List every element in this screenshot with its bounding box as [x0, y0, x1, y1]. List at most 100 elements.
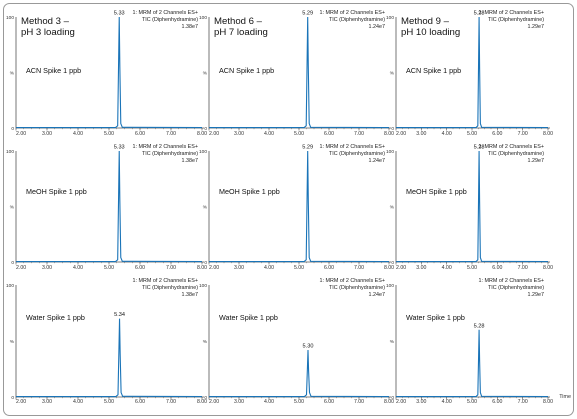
- x-tick-label: 2.00: [396, 399, 406, 405]
- sample-label: ACN Spike 1 ppb: [219, 66, 274, 75]
- x-tick-label: 6.00: [492, 131, 502, 137]
- y-tick-label: 100: [386, 149, 394, 155]
- x-tick-label: 3.00: [42, 265, 52, 271]
- trace-line: [16, 16, 203, 129]
- x-tick-label: 2.00: [16, 265, 26, 271]
- x-tick-label: 3.00: [416, 399, 426, 405]
- x-tick-label: 8.00: [197, 131, 207, 137]
- x-tick-label: 8.00: [543, 131, 553, 137]
- channel-info: 1: MRM of 2 Channels ES+: [320, 10, 385, 16]
- chromatogram-panel: 100%02.00 3.00 4.00 5.00 6.00 7.00 8.005.29 1: …: [199, 144, 394, 271]
- channel-info: 1: MRM of 2 Channels ES+: [320, 144, 385, 150]
- x-tick-label: 8.00: [197, 265, 207, 271]
- y-tick-label: %: [390, 71, 395, 77]
- chromatogram-panel: 100%02.00 3.00 4.00 5.00 6.00 7.00 8.005.33 1: …: [6, 10, 207, 137]
- trace-line: [209, 16, 390, 129]
- peak-label: 5.34: [114, 312, 125, 318]
- x-tick-label: 5.00: [467, 131, 477, 137]
- x-tick-label: 2.00: [209, 131, 219, 137]
- x-tick-label: 6.00: [135, 265, 145, 271]
- sample-label: ACN Spike 1 ppb: [406, 66, 461, 75]
- chromatogram-panel: 100%02.00 3.00 4.00 5.00 6.00 7.00 8.005.341: …: [6, 278, 207, 405]
- channel-info: 1: MRM of 2 Channels ES+: [479, 144, 544, 150]
- y-tick-label: %: [10, 205, 15, 211]
- tic-info: TIC (Diphenhydramine): [488, 17, 544, 23]
- intensity-info: 1.29e7: [528, 24, 545, 30]
- y-tick-label: 0: [204, 395, 207, 401]
- x-axis-title: Time: [559, 394, 571, 400]
- x-tick-label: 3.00: [42, 131, 52, 137]
- x-tick-label: 4.00: [73, 399, 83, 405]
- x-tick-label: 3.00: [234, 265, 244, 271]
- y-tick-label: 0: [204, 126, 207, 132]
- channel-info: 1: MRM of 2 Channels ES+: [320, 278, 385, 284]
- x-tick-label: 6.00: [324, 399, 334, 405]
- peak-label: 5.29: [302, 11, 313, 17]
- channel-info: 1: MRM of 2 Channels ES+: [479, 278, 544, 284]
- trace-line: [209, 349, 390, 398]
- peak-label: 5.33: [114, 145, 125, 151]
- y-tick-label: %: [203, 205, 208, 211]
- x-tick-label: 6.00: [135, 399, 145, 405]
- tic-info: TIC (Diphenhydramine): [488, 285, 544, 291]
- peak-label: 5.29: [302, 145, 313, 151]
- tic-info: TIC (Diphenhydramine): [142, 285, 198, 291]
- x-tick-label: 4.00: [442, 265, 452, 271]
- sample-label: Water Spike 1 ppb: [26, 313, 85, 322]
- trace-line: [396, 329, 549, 398]
- x-tick-label: 6.00: [135, 131, 145, 137]
- x-tick-label: 5.00: [294, 131, 304, 137]
- method-title-line1: Method 9 –: [401, 16, 450, 27]
- y-tick-label: 100: [386, 15, 394, 21]
- intensity-info: 1.29e7: [528, 158, 545, 164]
- intensity-info: 1.29e7: [528, 292, 545, 298]
- chromatogram-panel: 100% 02.00 3.00 4.00 5.00 6.00 7.00 8.00 5.281: …: [386, 10, 553, 137]
- x-tick-label: 2.00: [209, 265, 219, 271]
- x-tick-label: 8.00: [384, 265, 394, 271]
- figure-frame: [3, 3, 574, 416]
- x-tick-label: 3.00: [416, 265, 426, 271]
- x-tick-label: 4.00: [73, 265, 83, 271]
- tic-info: TIC (Diphenhydramine): [142, 17, 198, 23]
- x-tick-label: 6.00: [492, 265, 502, 271]
- intensity-info: 1.24e7: [369, 292, 386, 298]
- tic-info: TIC (Diphenhydramine): [329, 17, 385, 23]
- channel-info: 1: MRM of 2 Channels ES+: [133, 10, 198, 16]
- y-tick-label: %: [390, 205, 395, 211]
- x-tick-label: 4.00: [442, 131, 452, 137]
- method-title-line2: pH 10 loading: [401, 27, 460, 38]
- x-tick-label: 7.00: [166, 399, 176, 405]
- trace-line: [396, 16, 549, 129]
- trace-line: [396, 150, 549, 263]
- x-tick-label: 4.00: [264, 131, 274, 137]
- intensity-info: 1.24e7: [369, 158, 386, 164]
- panels: Method 3 –pH 3 loading Method 6 –pH 7 loa…: [6, 10, 571, 405]
- trace-line: [16, 318, 203, 398]
- peak-label: 5.28: [474, 11, 485, 17]
- y-tick-label: 100: [6, 149, 14, 155]
- method-title-line2: pH 3 loading: [21, 27, 75, 38]
- sample-label: ACN Spike 1 ppb: [26, 66, 81, 75]
- x-tick-label: 7.00: [354, 265, 364, 271]
- chromatogram-panel: 100% 02.00 3.00 4.00 5.00 6.00 7.00 8.00 5.281: …: [386, 144, 553, 271]
- y-tick-label: 0: [11, 395, 14, 401]
- x-tick-label: 7.00: [166, 131, 176, 137]
- x-tick-label: 4.00: [442, 399, 452, 405]
- y-tick-label: 0: [11, 260, 14, 266]
- x-tick-label: 3.00: [416, 131, 426, 137]
- y-tick-label: %: [390, 339, 395, 345]
- peak-label: 5.28: [474, 323, 485, 329]
- sample-label: MeOH Spike 1 ppb: [219, 187, 280, 196]
- sample-label: Water Spike 1 ppb: [406, 313, 465, 322]
- x-tick-label: 8.00: [384, 399, 394, 405]
- x-tick-label: 4.00: [73, 131, 83, 137]
- channel-info: 1: MRM of 2 Channels ES+: [133, 144, 198, 150]
- method-title-line2: pH 7 loading: [214, 27, 268, 38]
- x-tick-label: 3.00: [234, 131, 244, 137]
- x-tick-label: 3.00: [42, 399, 52, 405]
- x-tick-label: 8.00: [197, 399, 207, 405]
- intensity-info: 1.38e7: [182, 24, 199, 30]
- tic-info: TIC (Diphenhydramine): [488, 151, 544, 157]
- chromatogram-panel: 100%02.00 3.00 4.00 5.00 6.00 7.00 8.005.301: …: [199, 278, 394, 405]
